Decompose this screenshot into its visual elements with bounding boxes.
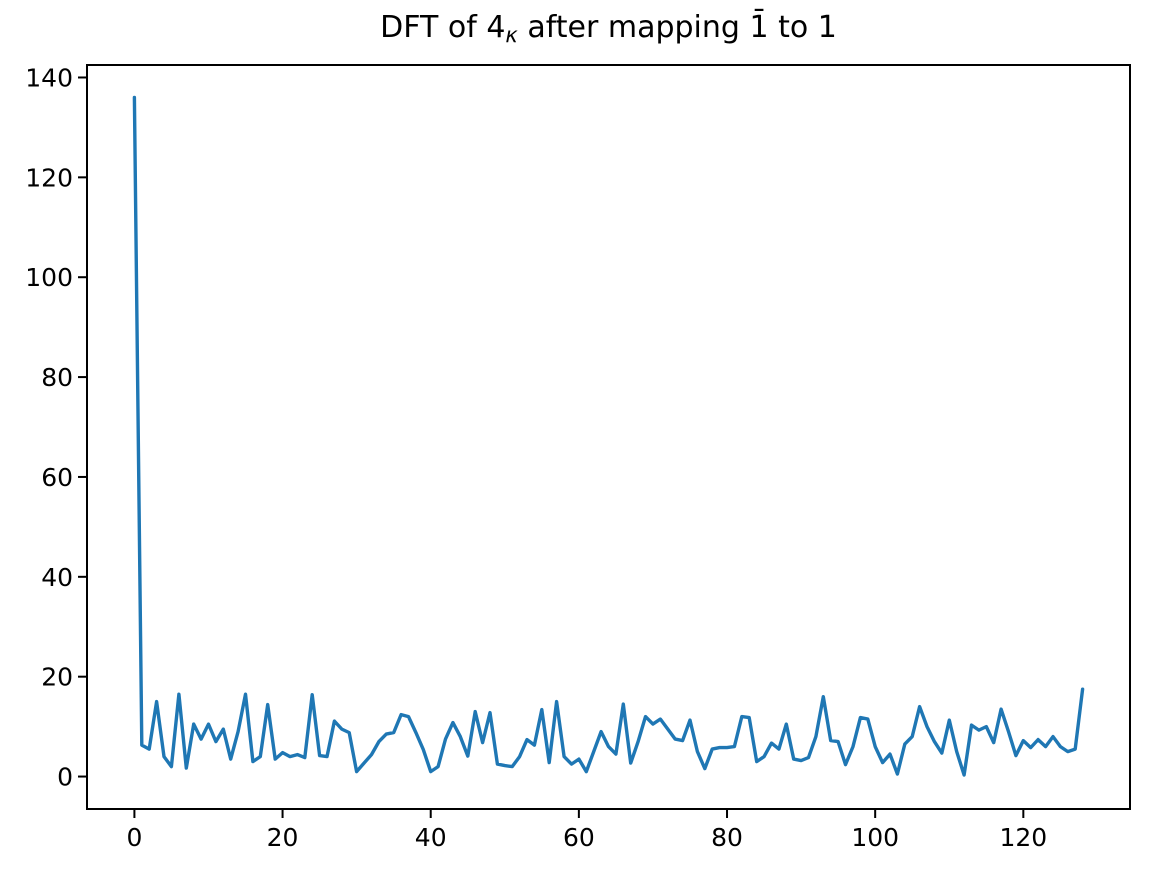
y-tick-label: 120 bbox=[25, 163, 73, 192]
y-tick-label: 80 bbox=[41, 363, 73, 392]
x-tick-label: 100 bbox=[851, 823, 899, 852]
x-tick-label: 40 bbox=[415, 823, 447, 852]
y-tick-label: 0 bbox=[57, 763, 73, 792]
y-tick-label: 20 bbox=[41, 663, 73, 692]
axes-frame bbox=[86, 64, 1131, 810]
x-tick-label: 60 bbox=[563, 823, 595, 852]
title-suffix: after mapping 1̄ to 1 bbox=[517, 10, 837, 45]
y-tick-label: 60 bbox=[41, 463, 73, 492]
x-tick-label: 80 bbox=[711, 823, 743, 852]
title-prefix: DFT of 4 bbox=[380, 10, 506, 45]
title-subscript-kappa: κ bbox=[505, 23, 518, 47]
x-tick-label: 0 bbox=[126, 823, 142, 852]
y-tick-label: 140 bbox=[25, 63, 73, 92]
y-tick-label: 100 bbox=[25, 263, 73, 292]
x-tick-label: 120 bbox=[999, 823, 1047, 852]
data-line bbox=[132, 95, 1085, 777]
chart-title: DFT of 4κ after mapping 1̄ to 1 bbox=[87, 9, 1130, 49]
y-tick-label: 40 bbox=[41, 563, 73, 592]
x-tick-label: 20 bbox=[267, 823, 299, 852]
